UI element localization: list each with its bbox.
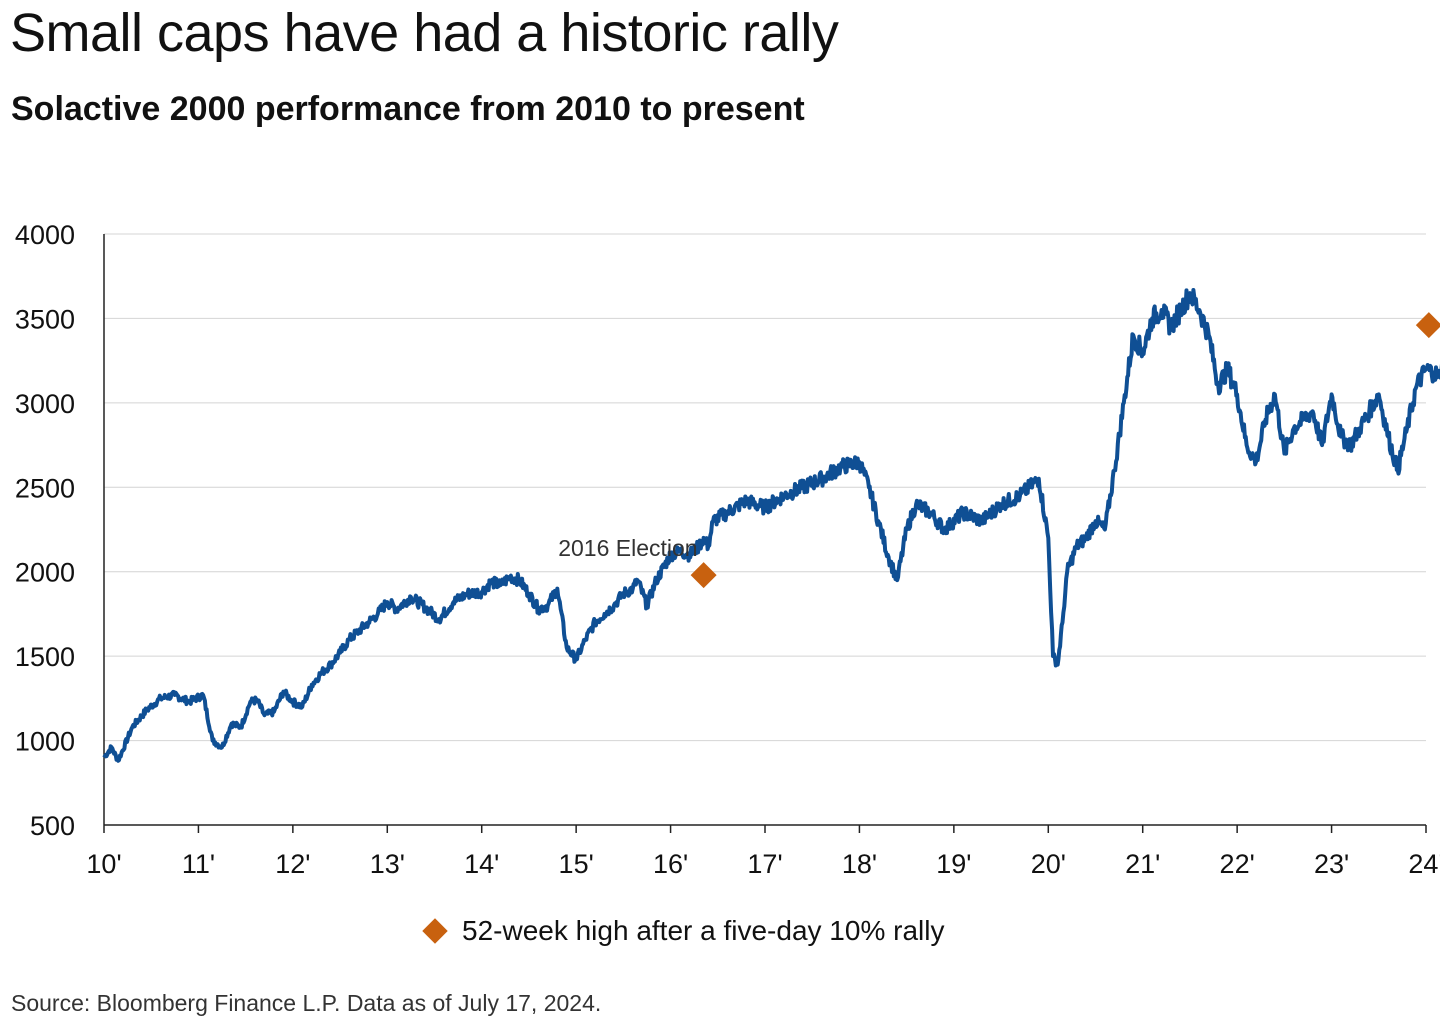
series-line-solactive-2000 [102,288,1440,763]
y-tick-label: 3500 [15,304,75,334]
x-tick-label: 20' [1031,849,1066,879]
x-tick-label: 24' [1408,849,1440,879]
annotation-2016-election: 2016 Election [558,535,697,561]
x-tick-label: 16' [653,849,688,879]
y-tick-label: 4000 [15,220,75,250]
x-tick-label: 18' [842,849,877,879]
rally-high-marker [1415,312,1440,339]
y-tick-label: 2000 [15,558,75,588]
source-note: Source: Bloomberg Finance L.P. Data as o… [11,990,602,1016]
rally-high-marker [690,562,717,589]
x-tick-label: 21' [1125,849,1160,879]
line-chart: 500 1000 1500 2000 2500 3000 3500 4000 10' 11' 12… [15,220,1440,879]
legend: 52-week high after a five-day 10% rally [422,915,945,947]
y-axis-ticks: 500 1000 1500 2000 2500 3000 3500 4000 [15,220,75,841]
gridlines [104,233,1426,742]
y-tick-label: 1000 [15,727,75,757]
x-axis-ticks: 10' 11' 12' 13' 14' 15' 16' 17' 18' 19' 20' 21' 22' 2… [86,825,1440,879]
y-tick-label: 500 [30,811,75,841]
x-tick-label: 15' [559,849,594,879]
y-tick-label: 1500 [15,642,75,672]
x-tick-label: 23' [1314,849,1349,879]
x-tick-label: 10' [86,849,121,879]
x-tick-label: 19' [936,849,971,879]
chart-title: Small caps have had a historic rally [10,3,839,63]
x-tick-label: 22' [1220,849,1255,879]
x-tick-label: 11' [182,849,215,879]
legend-label: 52-week high after a five-day 10% rally [462,915,945,946]
y-tick-label: 2500 [15,473,75,503]
legend-marker-diamond-icon [422,918,448,944]
chart-subtitle: Solactive 2000 performance from 2010 to … [11,90,805,128]
x-tick-label: 14' [464,849,499,879]
y-tick-label: 3000 [15,389,75,419]
x-tick-label: 17' [747,849,782,879]
x-tick-label: 12' [275,849,310,879]
x-tick-label: 13' [370,849,405,879]
markers: 2016 Election [558,312,1440,589]
